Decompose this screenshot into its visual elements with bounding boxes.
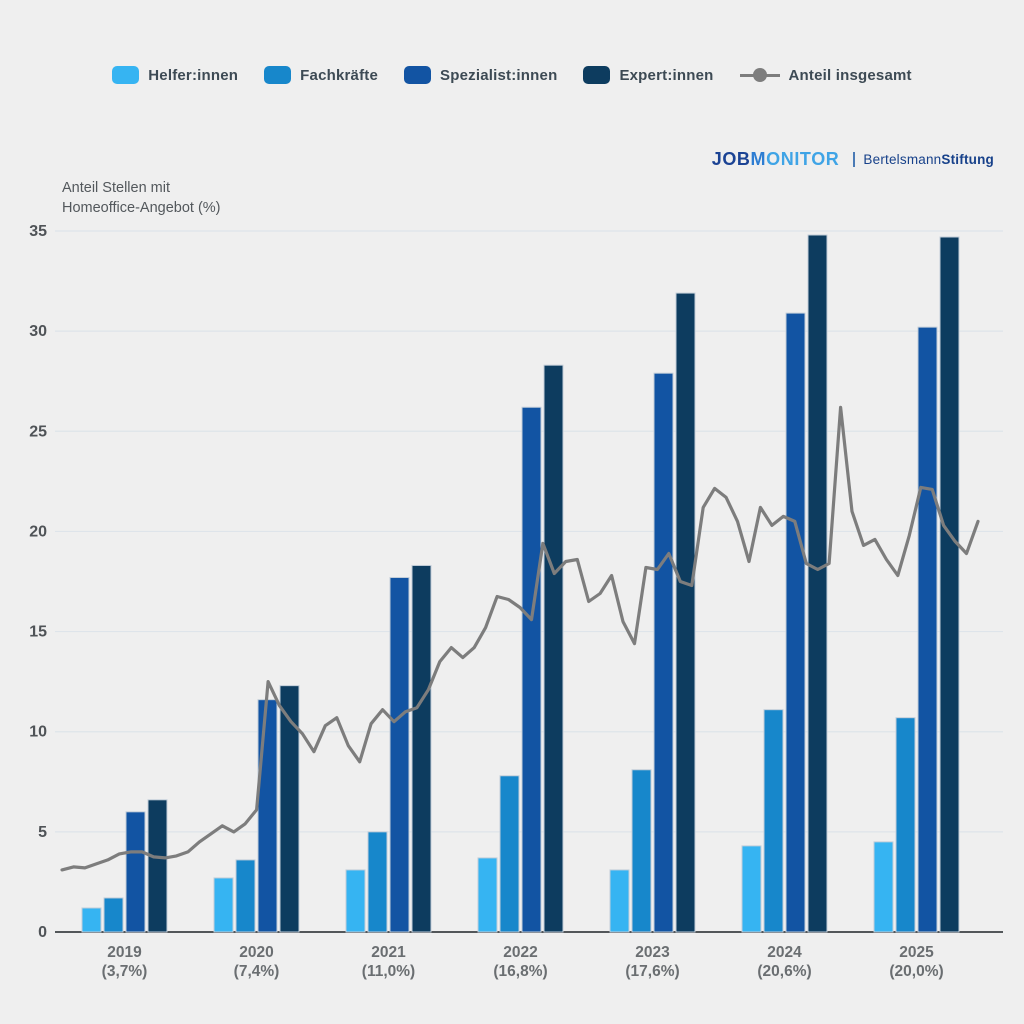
bertelsmann-stiftung-wordmark: BertelsmannStiftung [863, 152, 994, 167]
legend-label-experten: Expert:innen [619, 66, 714, 84]
x-label-share: (11,0%) [362, 963, 415, 980]
x-label-year: 2024 [767, 944, 802, 961]
legend-label-spezialisten: Spezialist:innen [440, 66, 558, 84]
bar-2020-Fachkräfte [235, 859, 256, 933]
bar-2019-Fachkräfte [103, 897, 124, 933]
jobmonitor-wordmark: JOBMONITOR [711, 149, 840, 169]
bar-2021-Helfer:innen [345, 869, 366, 933]
bar-2025-Spezialist:innen [917, 326, 938, 933]
y-tick-label: 25 [29, 423, 47, 440]
legend-item-spezialisten[interactable]: Spezialist:innen [404, 66, 557, 84]
x-label-year: 2025 [899, 944, 934, 961]
fachkraefte-swatch-icon [264, 66, 292, 84]
spezialisten-swatch-icon [404, 66, 432, 84]
bar-2024-Fachkräfte [763, 709, 784, 933]
x-label-share: (20,0%) [889, 963, 943, 980]
bar-2023-Expert:innen [675, 292, 696, 933]
legend-item-helfer[interactable]: Helfer:innen [112, 66, 238, 84]
bar-2021-Expert:innen [411, 564, 432, 933]
x-label-year: 2020 [239, 944, 273, 961]
x-label-share: (7,4%) [234, 963, 280, 980]
x-label-share: (3,7%) [102, 963, 148, 980]
chart-legend: Helfer:innen Fachkräfte Spezialist:innen… [0, 66, 1024, 84]
experten-swatch-icon [583, 66, 611, 84]
bar-2021-Fachkräfte [367, 831, 388, 933]
x-label-share: (20,6%) [757, 963, 811, 980]
bar-2025-Fachkräfte [895, 717, 916, 933]
x-label-share: (16,8%) [493, 963, 547, 980]
bar-2022-Helfer:innen [477, 857, 498, 933]
bar-2019-Expert:innen [147, 799, 168, 933]
bar-2022-Fachkräfte [499, 775, 520, 933]
bar-2020-Expert:innen [279, 685, 300, 933]
bar-2021-Spezialist:innen [389, 576, 410, 933]
legend-item-fachkraefte[interactable]: Fachkräfte [264, 66, 378, 84]
bar-2024-Spezialist:innen [785, 312, 806, 933]
y-tick-label: 15 [29, 624, 47, 641]
bar-2025-Expert:innen [939, 236, 960, 933]
bar-2019-Spezialist:innen [125, 811, 146, 933]
legend-label-helfer: Helfer:innen [148, 66, 239, 84]
bar-2024-Expert:innen [807, 234, 828, 933]
bar-2020-Helfer:innen [213, 877, 234, 933]
y-tick-label: 5 [38, 824, 47, 841]
y-axis-title: Anteil Stellen mit Homeoffice-Angebot (%… [62, 180, 221, 216]
brand-separator [853, 152, 856, 167]
y-tick-label: 35 [29, 223, 47, 240]
bar-2022-Expert:innen [543, 364, 564, 933]
bar-2020-Spezialist:innen [257, 699, 278, 933]
bar-2025-Helfer:innen [873, 841, 894, 933]
legend-item-experten[interactable]: Expert:innen [583, 66, 713, 84]
jobmonitor-logo[interactable]: JOBMONITOR BertelsmannStiftung [712, 149, 994, 170]
bar-2022-Spezialist:innen [521, 406, 542, 933]
y-tick-label: 0 [38, 924, 47, 941]
legend-label-fachkraefte: Fachkräfte [300, 66, 379, 84]
legend-label-anteil-insgesamt: Anteil insgesamt [788, 66, 912, 84]
bar-2024-Helfer:innen [741, 845, 762, 933]
bar-2019-Helfer:innen [81, 907, 102, 933]
legend-item-anteil-insgesamt[interactable]: Anteil insgesamt [739, 66, 912, 84]
x-label-year: 2023 [635, 944, 670, 961]
y-tick-label: 30 [29, 323, 47, 340]
anteil-insgesamt-line [60, 405, 980, 872]
x-label-year: 2022 [503, 944, 537, 961]
x-label-year: 2021 [371, 944, 406, 961]
y-tick-label: 10 [29, 724, 47, 741]
y-tick-label: 20 [29, 523, 47, 540]
line-series-marker-icon [739, 66, 780, 84]
helfer-swatch-icon [112, 66, 140, 84]
x-label-share: (17,6%) [625, 963, 679, 980]
bar-2023-Spezialist:innen [653, 372, 674, 933]
x-label-year: 2019 [107, 944, 142, 961]
bar-2023-Helfer:innen [609, 869, 630, 933]
bar-2023-Fachkräfte [631, 769, 652, 933]
